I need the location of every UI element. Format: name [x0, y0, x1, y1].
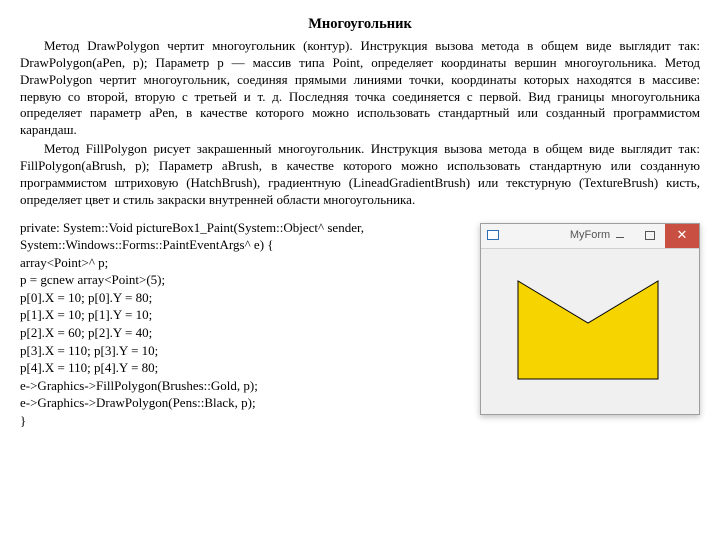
window-icon: [487, 229, 500, 242]
app-window: MyForm ✕: [480, 223, 700, 415]
polygon-canvas: [482, 249, 698, 413]
code-and-window-row: private: System::Void pictureBox1_Paint(…: [20, 219, 700, 430]
window-title: MyForm: [570, 228, 610, 242]
window-buttons: ✕: [605, 224, 699, 248]
paragraph-1: Метод DrawPolygon чертит многоугольник (…: [20, 38, 700, 139]
polygon-shape: [518, 281, 658, 379]
paragraph-2: Метод FillPolygon рисует закрашенный мно…: [20, 141, 700, 209]
page-title: Многоугольник: [20, 15, 700, 34]
window-client-area: [482, 249, 698, 413]
code-block: private: System::Void pictureBox1_Paint(…: [20, 219, 465, 430]
maximize-button[interactable]: [635, 224, 665, 248]
close-button[interactable]: ✕: [665, 224, 699, 248]
window-titlebar: MyForm ✕: [481, 224, 699, 249]
